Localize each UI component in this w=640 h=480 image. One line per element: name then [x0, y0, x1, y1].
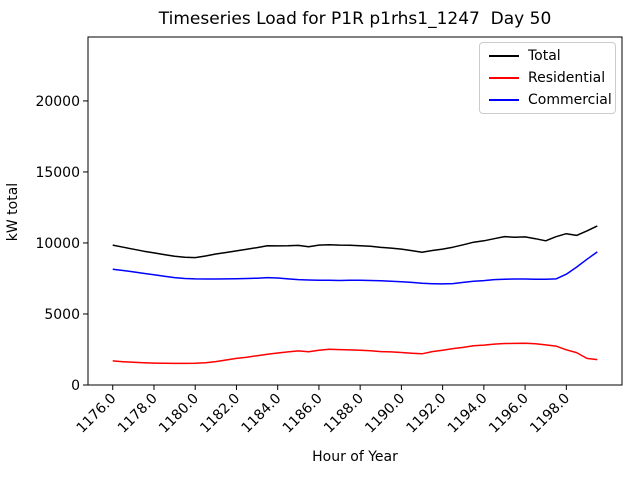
y-tick-label: 15000	[35, 165, 80, 181]
x-tick-label: 1182.0	[197, 391, 243, 437]
x-tick-label: 1184.0	[239, 391, 285, 437]
y-axis-label: kW total	[5, 182, 21, 242]
y-tick-label: 10000	[35, 236, 80, 252]
x-tick-label: 1198.0	[527, 391, 573, 437]
legend-entry-residential: Residential	[480, 70, 615, 86]
legend-entry-commercial: Commercial	[480, 92, 615, 108]
legend-label: Commercial	[528, 92, 612, 108]
series-line-residential	[112, 342, 598, 365]
y-tick-label: 20000	[35, 94, 80, 110]
legend-entry-total: Total	[480, 48, 615, 64]
legend-line-sample-total	[489, 55, 519, 57]
x-tick-label: 1194.0	[445, 391, 491, 437]
legend-label: Residential	[528, 70, 606, 86]
x-tick-label: 1180.0	[156, 391, 202, 437]
x-tick-label: 1196.0	[486, 391, 532, 437]
y-tick-label: 0	[71, 378, 80, 394]
legend-label: Total	[528, 48, 561, 64]
series-line-commercial	[112, 251, 598, 285]
legend: Total Residential Commercial	[479, 42, 616, 114]
x-tick-label: 1176.0	[74, 391, 120, 437]
x-tick-label: 1178.0	[115, 391, 161, 437]
x-tick-label: 1188.0	[321, 391, 367, 437]
y-tick-label: 5000	[44, 307, 80, 323]
x-tick-label: 1192.0	[403, 391, 449, 437]
legend-line-sample-commercial	[489, 99, 519, 101]
x-axis-label: Hour of Year	[312, 449, 398, 465]
legend-line-sample-residential	[489, 77, 519, 79]
x-tick-label: 1190.0	[362, 391, 408, 437]
x-tick-label: 1186.0	[280, 391, 326, 437]
plot-frame	[87, 36, 623, 386]
plot-title: Timeseries Load for P1R p1rhs1_1247 Day …	[158, 9, 552, 29]
series-line-total	[112, 225, 598, 259]
